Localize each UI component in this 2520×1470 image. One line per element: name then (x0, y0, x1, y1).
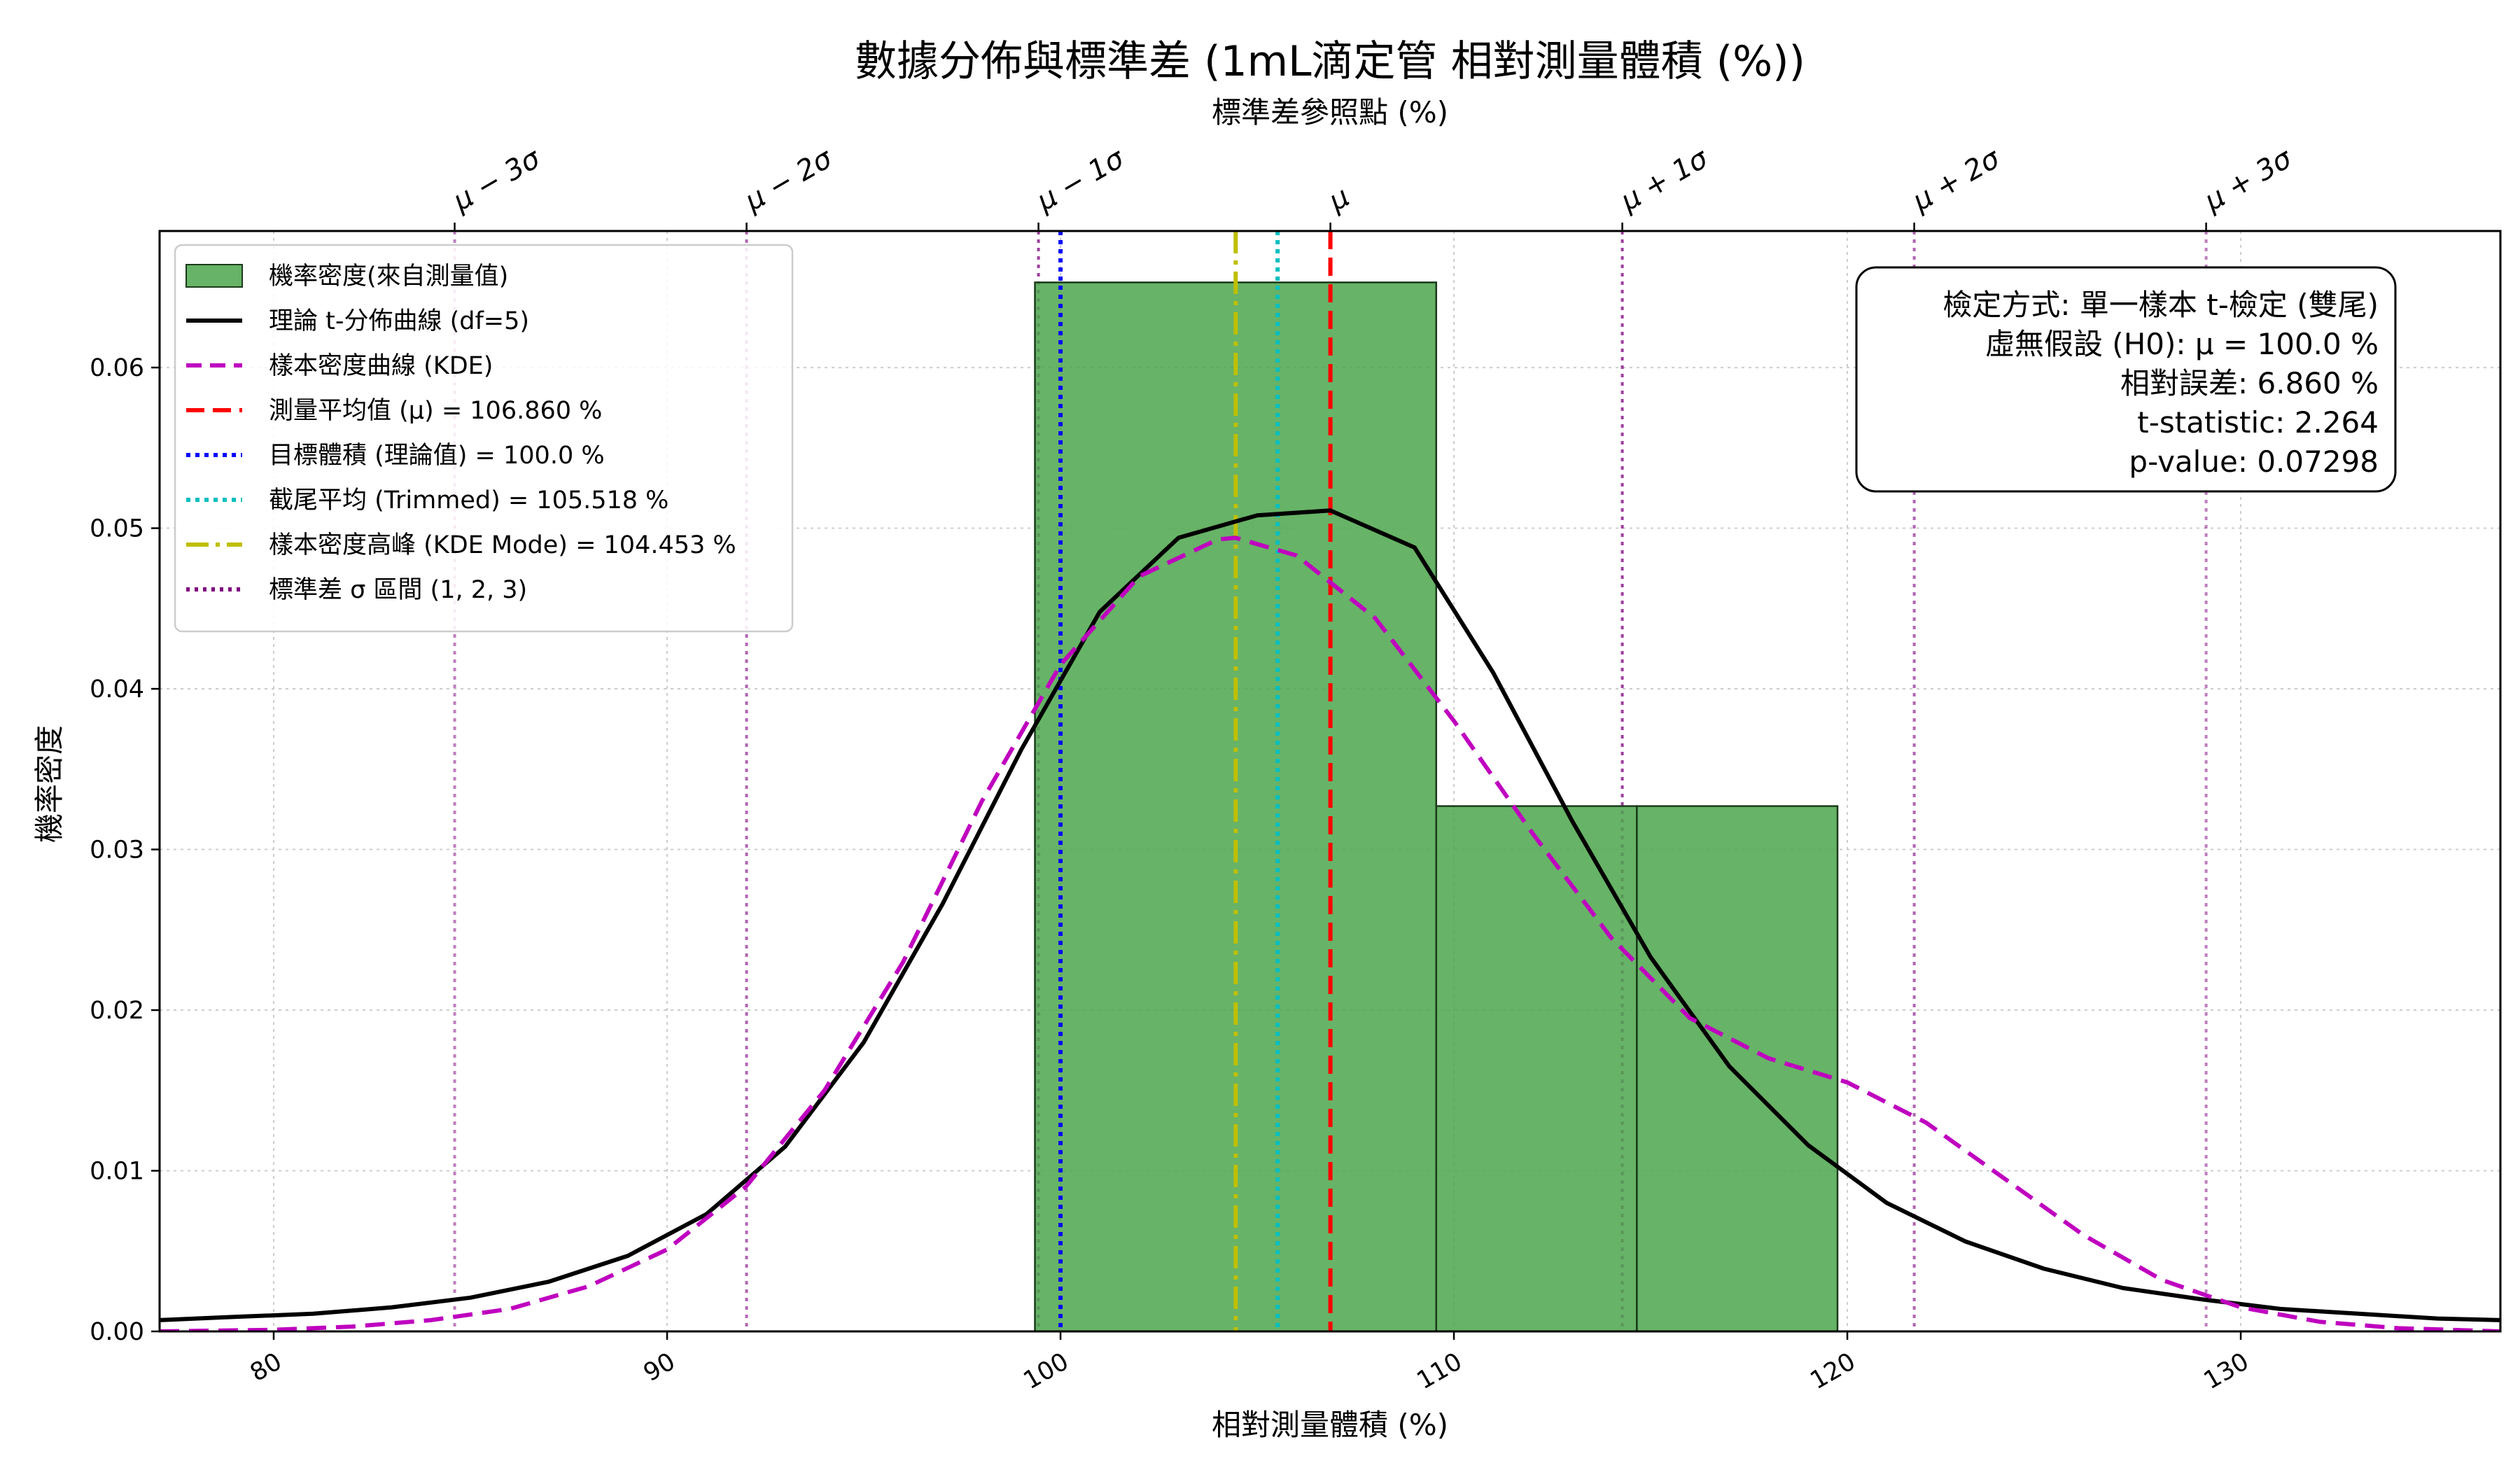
y-axis-tick-label: 0.03 (90, 836, 144, 864)
legend-label: 截尾平均 (Trimmed) = 105.518 % (269, 486, 668, 514)
y-axis-label: 機率密度 (32, 725, 66, 843)
stats-box-line: t-statistic: 2.264 (2137, 405, 2379, 440)
stats-box-line: p-value: 0.07298 (2129, 444, 2379, 479)
legend-swatch (186, 264, 243, 288)
histogram-bar (1636, 805, 1839, 1331)
legend-label: 樣本密度曲線 (KDE) (269, 352, 493, 380)
legend-label: 樣本密度高峰 (KDE Mode) = 104.453 % (269, 531, 736, 559)
stats-box-line: 虛無假設 (H0): μ = 100.0 % (1985, 327, 2379, 361)
legend: 機率密度(來自測量值) 理論 t-分佈曲線 (df=5) 樣本密度曲線 (KDE) 測… (174, 244, 794, 633)
y-axis-tick-label: 0.06 (90, 354, 144, 382)
stats-box-line: 檢定方式: 單一樣本 t-檢定 (雙尾) (1942, 288, 2379, 322)
kde-curve (160, 536, 2500, 1331)
legend-label: 理論 t-分佈曲線 (df=5) (269, 307, 529, 335)
plot-inner (160, 231, 2500, 1331)
stats-box-line: 相對誤差: 6.860 % (2120, 366, 2379, 400)
x-axis-label: 相對測量體積 (%) (1212, 1408, 1448, 1442)
legend-label: 機率密度(來自測量值) (269, 262, 508, 290)
y-axis-tick-label: 0.02 (90, 997, 144, 1025)
y-axis-tick-label: 0.05 (90, 515, 144, 543)
y-axis-tick-label: 0.00 (90, 1318, 144, 1346)
top-axis-label: 標準差參照點 (%) (1212, 95, 1448, 130)
histogram-bar (1435, 805, 1638, 1331)
axes-frame (158, 230, 2502, 1333)
stats-box-frame (1855, 266, 2397, 493)
legend-label: 目標體積 (理論值) = 100.0 % (269, 442, 605, 470)
chart-title: 數據分佈與標準差 (1mL滴定管 相對測量體積 (%)) (855, 37, 1805, 86)
y-axis-tick-label: 0.04 (90, 676, 144, 704)
legend-box (174, 244, 794, 633)
y-axis-tick-label: 0.01 (90, 1158, 144, 1186)
t-distribution-curve (160, 508, 2500, 1322)
legend-label: 標準差 σ 區間 (1, 2, 3) (269, 576, 527, 604)
stats-box: 檢定方式: 單一樣本 t-檢定 (雙尾) 虛無假設 (H0): μ = 100.0… (1855, 266, 2397, 493)
legend-label: 測量平均值 (μ) = 106.860 % (269, 397, 602, 425)
